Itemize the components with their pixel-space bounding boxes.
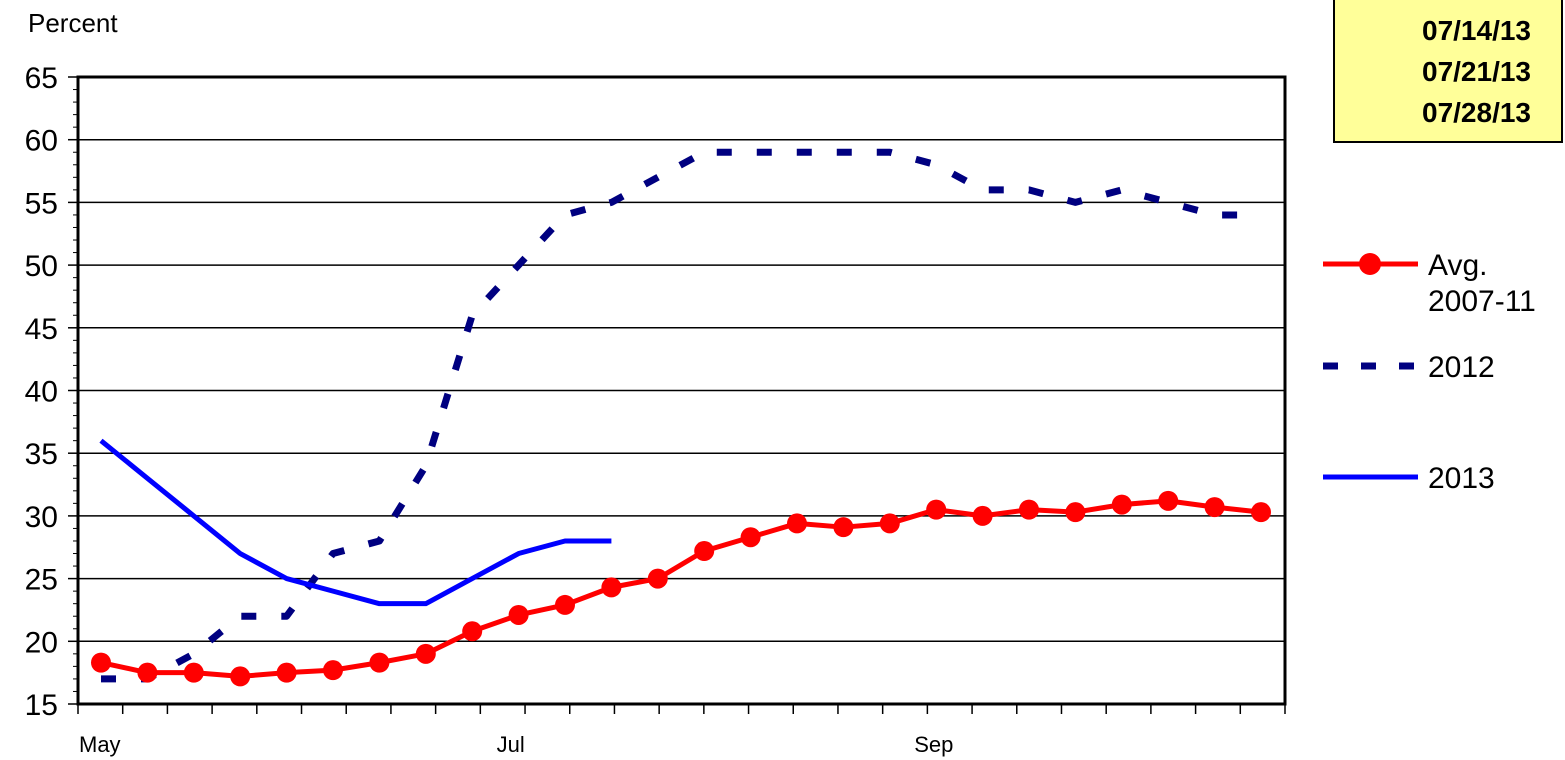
- legend-label: 2013: [1428, 462, 1495, 495]
- y-tick-label: 50: [25, 250, 58, 283]
- series-group: [91, 148, 1271, 687]
- grid-lines: [78, 138, 1285, 643]
- data-point: [1019, 499, 1039, 520]
- date-box: 07/14/13 07/21/13 07/28/13: [1333, 0, 1563, 143]
- y-tick-label: 45: [25, 313, 58, 346]
- data-point: [1204, 497, 1225, 518]
- y-axis: 15 20 25 30 35 40 45 50 55 60 65: [25, 62, 78, 722]
- series-line-2013: [99, 438, 612, 607]
- data-point: [276, 662, 297, 683]
- x-tick-label: Sep: [914, 732, 953, 757]
- y-tick-label: 40: [25, 376, 58, 409]
- data-point: [647, 568, 668, 589]
- data-point: [415, 643, 436, 664]
- y-tick-label: 35: [25, 438, 58, 471]
- data-point: [1158, 490, 1179, 511]
- data-point: [508, 604, 529, 625]
- data-point: [926, 499, 947, 520]
- legend-marker: [1359, 253, 1381, 275]
- date-label: 07/14/13: [1422, 15, 1531, 46]
- data-point: [137, 662, 158, 683]
- data-point: [1111, 494, 1132, 515]
- x-tick-label: May: [79, 732, 121, 757]
- y-tick-label: 25: [25, 564, 58, 597]
- y-tick-label: 15: [25, 689, 58, 722]
- y-tick-label: 55: [25, 187, 58, 220]
- data-point: [462, 621, 483, 642]
- date-label: 07/21/13: [1422, 56, 1531, 87]
- y-tick-label: 65: [25, 62, 58, 95]
- data-point: [91, 652, 111, 673]
- legend-label: 2012: [1428, 351, 1495, 384]
- data-point: [323, 660, 343, 681]
- series-line-avg-2007-11: [100, 498, 1262, 679]
- x-axis: May Jul Sep: [77, 704, 1286, 757]
- legend-label: Avg. 2007-11: [1428, 249, 1536, 318]
- y-axis-label: Percent: [28, 8, 118, 38]
- data-point: [740, 527, 761, 548]
- data-point: [787, 513, 807, 534]
- y-tick-label: 20: [25, 626, 58, 659]
- data-point: [694, 541, 715, 562]
- series-line-2012: [101, 148, 1261, 683]
- y-tick-label: 30: [25, 501, 58, 534]
- data-point: [183, 662, 204, 683]
- plot-area: [76, 75, 1287, 706]
- data-point: [555, 594, 575, 615]
- data-point: [833, 517, 854, 538]
- data-point: [1251, 502, 1271, 523]
- data-point: [972, 505, 993, 526]
- data-point: [879, 513, 900, 534]
- data-point: [369, 652, 390, 673]
- date-label: 07/28/13: [1422, 97, 1531, 128]
- legend: Avg. 2007-11 2012 2013: [1323, 249, 1536, 495]
- data-point: [1065, 502, 1086, 523]
- data-point: [601, 577, 622, 598]
- y-tick-label: 60: [25, 125, 58, 158]
- data-point: [230, 666, 251, 687]
- x-tick-label: Jul: [497, 732, 525, 757]
